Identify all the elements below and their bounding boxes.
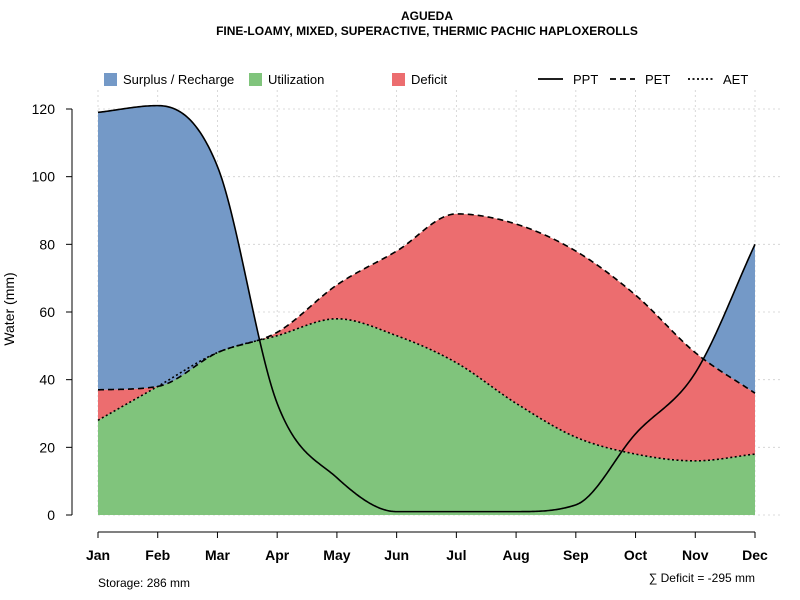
- legend-line-label: AET: [723, 72, 748, 87]
- legend-swatch-surplus: [104, 73, 117, 86]
- utilization-area: [98, 318, 755, 515]
- x-tick-label-dec: Dec: [742, 547, 768, 563]
- y-tick-label: 20: [39, 439, 55, 455]
- x-tick-label-mar: Mar: [205, 547, 230, 563]
- x-tick-label-jul: Jul: [446, 547, 466, 563]
- x-tick-label-aug: Aug: [502, 547, 529, 563]
- deficit-sum-note: ∑ Deficit = -295 mm: [649, 571, 755, 585]
- aet-line: [97, 317, 756, 462]
- chart-title: AGUEDA: [401, 9, 453, 23]
- legend-line-label: PPT: [573, 72, 598, 87]
- legend-swatch-utilization: [249, 73, 262, 86]
- x-tick-label-oct: Oct: [624, 547, 648, 563]
- x-tick-label-sep: Sep: [563, 547, 589, 563]
- y-axis-label: Water (mm): [1, 272, 17, 345]
- legend-label: Utilization: [268, 72, 324, 87]
- y-tick-label: 120: [32, 101, 56, 117]
- area-fills: [98, 105, 755, 515]
- y-tick-label: 60: [39, 304, 55, 320]
- x-tick-label-jan: Jan: [86, 547, 110, 563]
- axes: 0 20 40 60 80 100 120 Jan Feb Mar Apr May Jun Jul Aug S…: [32, 101, 768, 563]
- x-tick-label-jun: Jun: [384, 547, 409, 563]
- x-tick-label-may: May: [323, 547, 350, 563]
- ppt-line: [97, 104, 756, 513]
- series-lines: [97, 104, 756, 513]
- plot-area: [97, 90, 780, 516]
- x-tick-label-nov: Nov: [682, 547, 709, 563]
- legend: Surplus / Recharge Utilization Deficit PPT P…: [104, 72, 748, 87]
- x-tick-label-feb: Feb: [145, 547, 170, 563]
- y-tick-label: 80: [39, 236, 55, 252]
- storage-note: Storage: 286 mm: [98, 576, 190, 590]
- y-tick-label: 0: [47, 507, 55, 523]
- deficit-area: [98, 213, 755, 461]
- y-tick-label: 40: [39, 372, 55, 388]
- pet-line: [97, 213, 756, 394]
- surplus-area: [98, 105, 755, 394]
- y-tick-label: 100: [32, 169, 56, 185]
- chart-subtitle: FINE-LOAMY, MIXED, SUPERACTIVE, THERMIC …: [216, 24, 638, 38]
- legend-swatch-deficit: [392, 73, 405, 86]
- x-tick-label-apr: Apr: [265, 547, 290, 563]
- legend-label: Surplus / Recharge: [123, 72, 234, 87]
- legend-label: Deficit: [411, 72, 448, 87]
- legend-line-label: PET: [645, 72, 670, 87]
